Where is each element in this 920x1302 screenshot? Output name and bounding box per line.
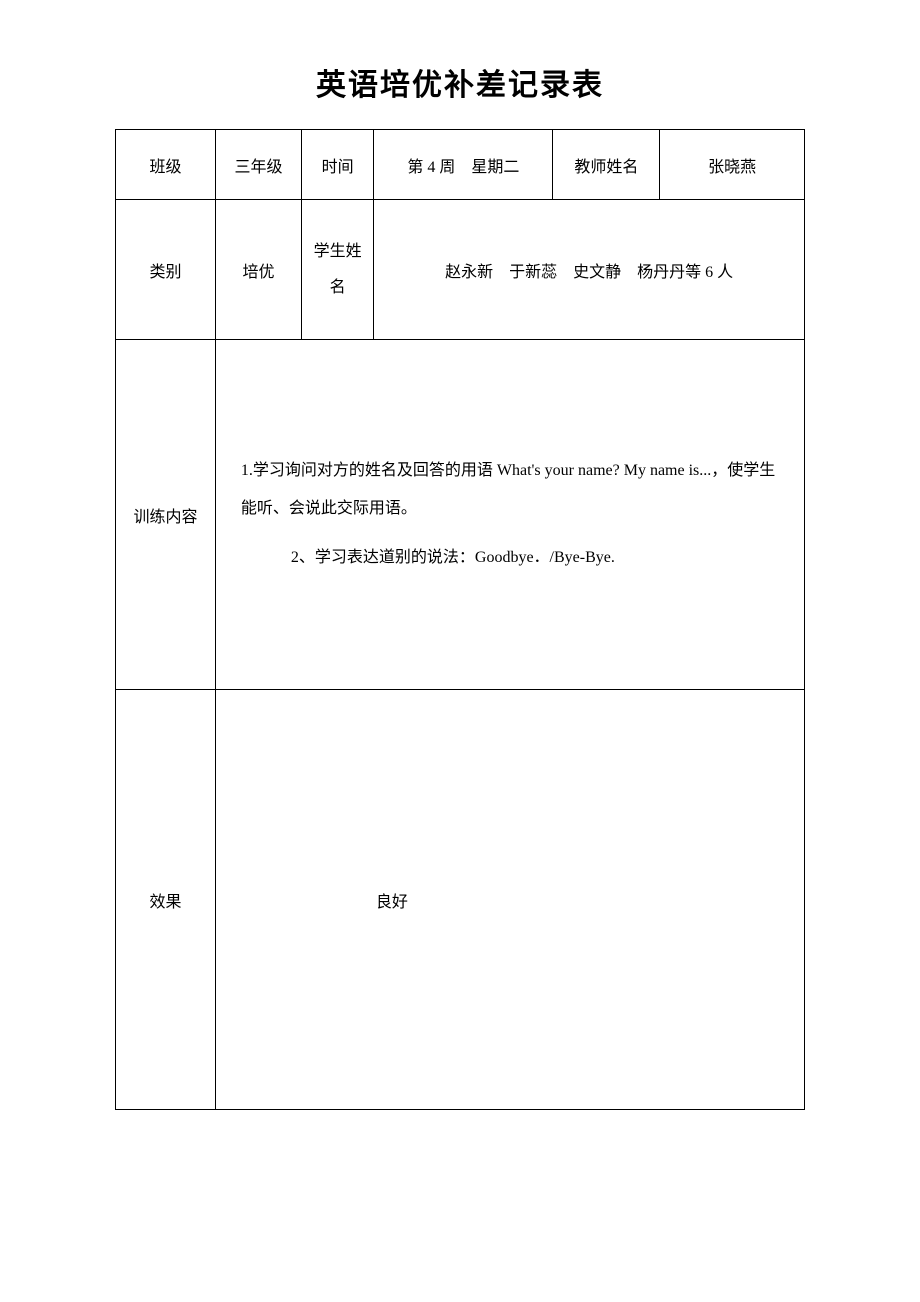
teacher-label: 教师姓名 [553, 130, 660, 200]
student-name-label: 学生姓名 [302, 200, 374, 340]
training-content: 1.学习询问对方的姓名及回答的用语 What's your name? My n… [215, 340, 804, 690]
record-table: 班级 三年级 时间 第 4 周 星期二 教师姓名 张晓燕 类别 培优 学生姓名 … [115, 129, 805, 1110]
training-label: 训练内容 [116, 340, 216, 690]
table-row: 班级 三年级 时间 第 4 周 星期二 教师姓名 张晓燕 [116, 130, 805, 200]
training-content-p1: 1.学习询问对方的姓名及回答的用语 What's your name? My n… [241, 452, 779, 529]
table-row: 训练内容 1.学习询问对方的姓名及回答的用语 What's your name?… [116, 340, 805, 690]
result-value: 良好 [215, 690, 804, 1110]
teacher-value: 张晓燕 [660, 130, 805, 200]
result-label: 效果 [116, 690, 216, 1110]
table-row: 类别 培优 学生姓名 赵永新 于新蕊 史文静 杨丹丹等 6 人 [116, 200, 805, 340]
category-label: 类别 [116, 200, 216, 340]
time-label: 时间 [302, 130, 374, 200]
time-value: 第 4 周 星期二 [374, 130, 553, 200]
category-value: 培优 [215, 200, 301, 340]
class-label: 班级 [116, 130, 216, 200]
page-title: 英语培优补差记录表 [115, 60, 805, 104]
student-name-value: 赵永新 于新蕊 史文静 杨丹丹等 6 人 [374, 200, 805, 340]
class-value: 三年级 [215, 130, 301, 200]
training-content-p2: 2、学习表达道别的说法：Goodbye．/Bye-Bye. [241, 539, 779, 577]
table-row: 效果 良好 [116, 690, 805, 1110]
